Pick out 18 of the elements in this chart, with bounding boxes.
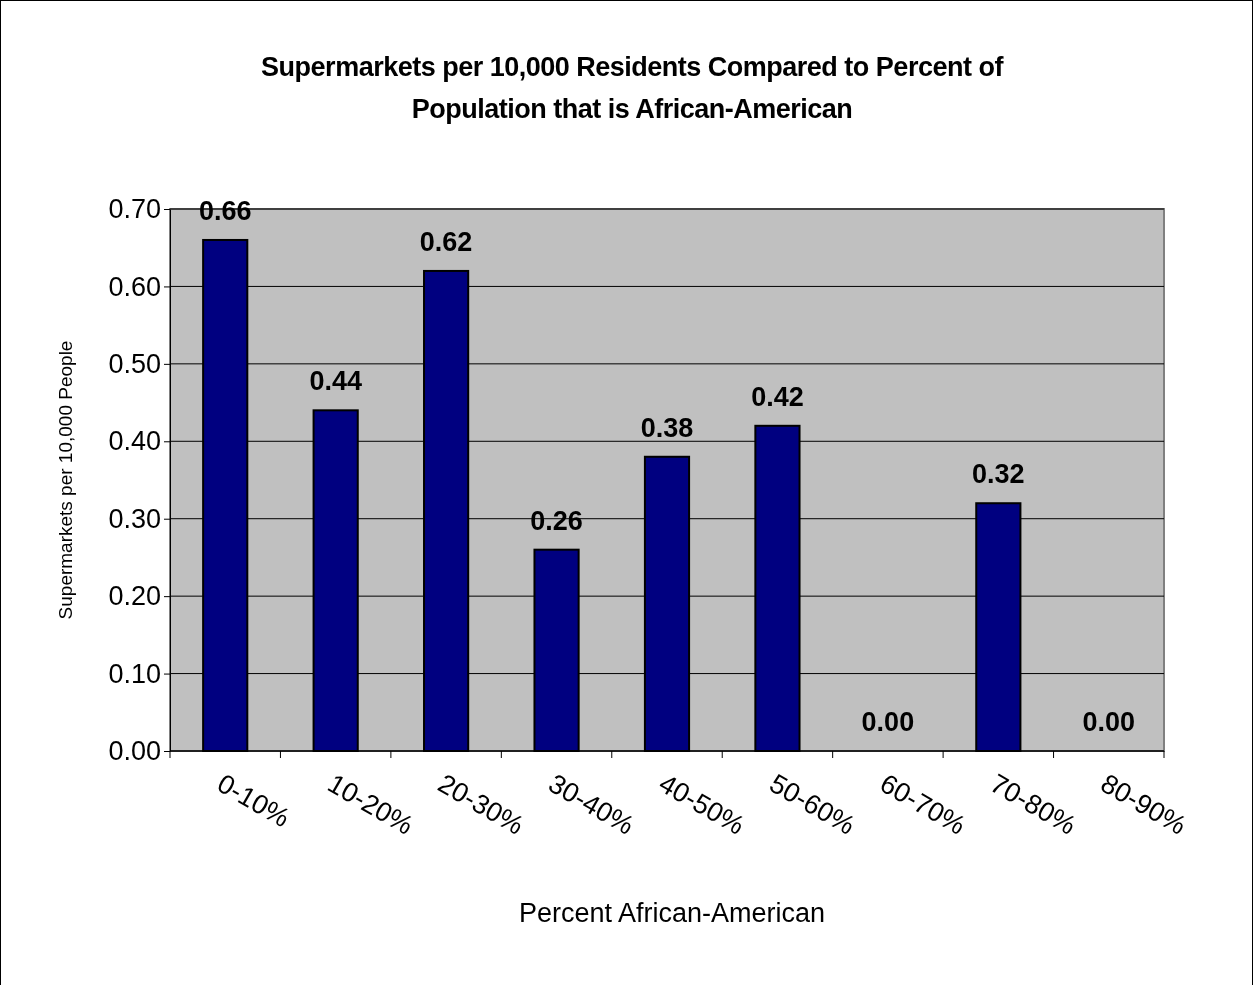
y-tick-label: 0.10 <box>108 658 161 689</box>
data-label: 0.00 <box>1082 707 1136 737</box>
y-tick-label: 0.50 <box>108 349 161 379</box>
data-label: 0.62 <box>419 226 473 257</box>
y-axis-title: Supermarkets per 10,000 People <box>55 340 76 620</box>
data-label: 0.32 <box>972 459 1025 490</box>
x-axis-title: Percent African-American <box>518 898 826 928</box>
data-label: 0.42 <box>751 381 804 412</box>
y-tick-label: 0.60 <box>108 271 161 302</box>
y-tick-label: 0.40 <box>108 426 161 457</box>
y-tick-label: 0.00 <box>108 736 161 767</box>
data-label: 0.38 <box>640 412 694 443</box>
y-tick-label: 0.30 <box>108 503 161 534</box>
data-label: 0.44 <box>309 366 362 397</box>
chart-title: Supermarkets per 10,000 Residents Compared to Percent of Population that is African-American <box>261 52 1005 124</box>
y-tick-label: 0.20 <box>108 581 161 612</box>
data-label: 0.00 <box>861 707 915 737</box>
y-tick-label: 0.70 <box>108 194 161 225</box>
